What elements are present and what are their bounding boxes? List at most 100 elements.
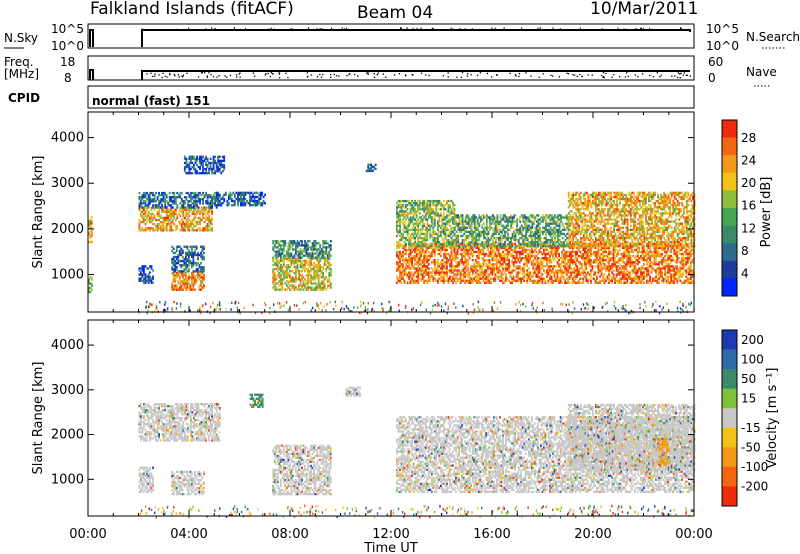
power-echo-cell xyxy=(185,159,188,163)
power-echo-cell xyxy=(435,269,438,272)
power-echo-cell xyxy=(147,210,150,213)
power-echo-cell xyxy=(164,204,167,207)
power-echo-cell xyxy=(456,265,459,268)
power-echo-cell xyxy=(633,248,636,252)
power-echo-cell xyxy=(320,288,323,291)
power-echo-cell xyxy=(88,290,90,294)
power-echo-cell xyxy=(408,212,411,215)
power-echo-cell xyxy=(618,271,621,274)
power-echo-cell xyxy=(322,250,325,253)
power-echo-cell xyxy=(423,232,426,236)
power-echo-cell xyxy=(600,269,603,272)
power-echo-cell xyxy=(91,226,93,229)
power-echo-cell xyxy=(487,281,489,284)
power-echo-cell xyxy=(328,257,331,261)
power-echo-cell xyxy=(253,197,256,201)
power-echo-cell xyxy=(440,250,442,254)
power-echo-cell xyxy=(641,273,644,276)
power-echo-cell xyxy=(202,202,204,205)
power-echo-cell xyxy=(171,268,174,271)
power-echo-cell xyxy=(479,271,482,274)
power-echo-cell xyxy=(220,163,223,167)
power-echo-cell xyxy=(421,202,424,205)
power-echo-cell xyxy=(426,243,429,246)
power-echo-cell xyxy=(523,250,526,254)
power-echo-cell xyxy=(565,252,568,256)
power-echo-cell xyxy=(188,194,191,197)
power-echo-cell xyxy=(275,259,278,263)
power-echo-cell xyxy=(405,204,407,207)
power-echo-cell xyxy=(214,204,217,207)
power-echo-cell xyxy=(429,271,432,274)
power-echo-cell xyxy=(674,277,677,280)
power-echo-cell xyxy=(165,210,168,213)
power-echo-cell xyxy=(208,208,211,211)
power-echo-cell xyxy=(671,246,674,250)
power-echo-cell xyxy=(464,273,467,276)
power-echo-cell xyxy=(580,254,583,258)
power-echo-cell xyxy=(203,268,205,271)
power-echo-cell xyxy=(287,272,290,275)
power-echo-cell xyxy=(508,279,511,282)
power-echo-cell xyxy=(278,267,281,271)
power-echo-cell xyxy=(679,271,682,274)
power-echo-cell xyxy=(200,159,203,163)
power-echo-cell xyxy=(162,229,165,232)
power-echo-cell xyxy=(399,210,401,213)
power-echo-cell xyxy=(493,279,495,282)
power-echo-cell xyxy=(636,277,639,280)
power-echo-cell xyxy=(506,269,509,272)
power-echo-cell xyxy=(609,259,612,262)
power-echo-cell xyxy=(476,265,479,268)
power-echo-cell xyxy=(138,227,141,230)
power-echo-cell xyxy=(161,216,164,220)
power-echo-cell xyxy=(558,246,561,250)
power-echo-cell xyxy=(421,265,424,268)
nave-dot xyxy=(287,76,289,79)
nave-dot xyxy=(460,76,462,78)
power-echo-cell xyxy=(646,248,648,252)
power-echo-cell xyxy=(155,218,158,222)
power-echo-cell xyxy=(429,275,432,278)
power-echo-cell xyxy=(611,279,614,282)
power-echo-cell xyxy=(470,281,473,284)
cpid-panel: CPID normal (fast) 151 xyxy=(8,85,695,109)
power-echo-cell xyxy=(623,281,626,284)
power-echo-cell xyxy=(620,279,623,282)
power-echo-cell xyxy=(559,267,562,270)
power-echo-cell xyxy=(685,275,688,278)
power-echo-cell xyxy=(655,271,657,274)
power-echo-cell xyxy=(503,248,506,252)
power-echo-cell xyxy=(328,244,331,247)
power-echo-cell xyxy=(477,269,480,272)
power-echo-cell xyxy=(240,202,242,205)
power-echo-cell xyxy=(174,266,177,269)
power-echo-cell xyxy=(278,242,281,245)
power-echo-cell xyxy=(418,261,421,264)
power-echo-cell xyxy=(661,254,664,258)
power-echo-cell xyxy=(209,223,212,226)
power-echo-cell xyxy=(191,276,193,279)
power-echo-cell xyxy=(650,269,653,272)
power-echo-cell xyxy=(165,229,168,232)
nave-dot xyxy=(552,75,554,77)
power-echo-cell xyxy=(664,265,667,268)
power-echo-cell xyxy=(194,216,197,220)
power-echo-cell xyxy=(571,269,574,272)
power-echo-cell xyxy=(405,257,407,260)
power-echo-cell xyxy=(623,269,626,272)
power-echo-cell xyxy=(449,271,451,274)
power-echo-cell xyxy=(459,279,462,282)
power-echo-cell xyxy=(521,248,524,252)
power-echo-cell xyxy=(209,196,212,199)
power-echo-cell xyxy=(411,243,414,246)
power-echo-cell xyxy=(517,265,520,268)
power-echo-cell xyxy=(158,202,161,205)
power-echo-cell xyxy=(673,269,676,272)
power-echo-cell xyxy=(514,248,517,252)
power-echo-cell xyxy=(409,202,412,205)
power-echo-cell xyxy=(196,202,198,205)
power-echo-cell xyxy=(676,269,679,272)
power-echo-cell xyxy=(579,277,582,280)
power-echo-cell xyxy=(527,242,530,245)
